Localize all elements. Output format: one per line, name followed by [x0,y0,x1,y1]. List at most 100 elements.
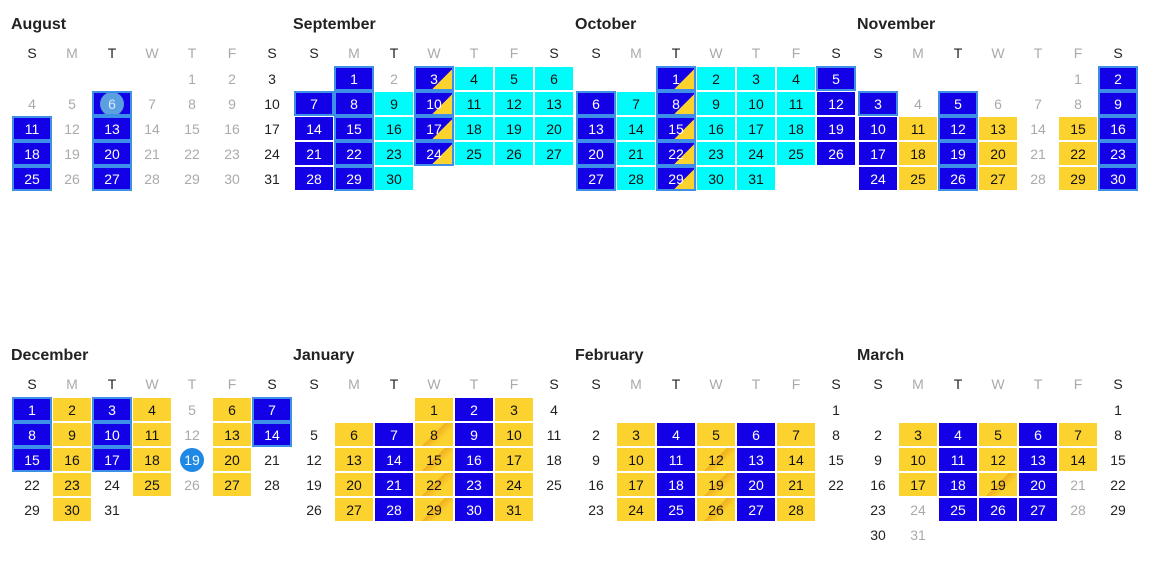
day-cell[interactable]: 16 [588,476,604,493]
day-cell[interactable]: 3 [736,66,776,91]
day-cell[interactable]: 5 [310,426,318,443]
day-cell[interactable]: 31 [264,170,280,187]
day-cell[interactable]: 19 [172,447,212,472]
day-cell[interactable]: 28 [144,170,160,187]
day-cell[interactable]: 9 [696,91,736,116]
day-cell[interactable]: 2 [592,426,600,443]
day-cell[interactable]: 8 [1114,426,1122,443]
day-cell[interactable]: 21 [374,472,414,497]
day-cell[interactable]: 30 [374,166,414,191]
day-cell[interactable]: 24 [910,501,926,518]
day-cell[interactable]: 16 [374,116,414,141]
day-cell[interactable]: 23 [52,472,92,497]
day-cell[interactable]: 28 [294,166,334,191]
day-cell[interactable]: 12 [978,447,1018,472]
day-cell[interactable]: 5 [938,91,978,116]
day-cell[interactable]: 25 [12,166,52,191]
day-cell[interactable]: 21 [144,145,160,162]
day-cell[interactable]: 12 [64,120,80,137]
day-cell[interactable]: 17 [92,447,132,472]
day-cell[interactable]: 27 [334,497,374,522]
day-cell[interactable]: 18 [132,447,172,472]
day-cell[interactable]: 13 [576,116,616,141]
day-cell[interactable]: 27 [576,166,616,191]
day-cell[interactable]: 20 [212,447,252,472]
day-cell[interactable]: 13 [534,91,574,116]
day-cell[interactable]: 20 [576,141,616,166]
day-cell[interactable]: 11 [656,447,696,472]
day-cell[interactable]: 29 [1058,166,1098,191]
day-cell[interactable]: 1 [188,70,196,87]
day-cell[interactable]: 11 [12,116,52,141]
day-cell[interactable]: 8 [414,422,454,447]
day-cell[interactable]: 8 [1074,95,1082,112]
day-cell[interactable]: 12 [494,91,534,116]
day-cell[interactable]: 31 [494,497,534,522]
day-cell[interactable]: 9 [592,451,600,468]
day-cell[interactable]: 6 [994,95,1002,112]
day-cell[interactable]: 28 [1030,170,1046,187]
day-cell[interactable]: 13 [334,447,374,472]
day-cell[interactable]: 15 [334,116,374,141]
day-cell[interactable]: 18 [938,472,978,497]
day-cell[interactable]: 25 [546,476,562,493]
day-cell[interactable]: 8 [12,422,52,447]
day-cell[interactable]: 17 [898,472,938,497]
day-cell[interactable]: 6 [92,91,132,116]
day-cell[interactable]: 29 [184,170,200,187]
day-cell[interactable]: 16 [696,116,736,141]
day-cell[interactable]: 25 [454,141,494,166]
day-cell[interactable]: 14 [144,120,160,137]
day-cell[interactable]: 31 [910,526,926,543]
day-cell[interactable]: 4 [938,422,978,447]
day-cell[interactable]: 23 [1098,141,1138,166]
day-cell[interactable]: 10 [264,95,280,112]
day-cell[interactable]: 27 [1018,497,1058,522]
day-cell[interactable]: 7 [148,95,156,112]
day-cell[interactable]: 14 [252,422,292,447]
day-cell[interactable]: 24 [616,497,656,522]
day-cell[interactable]: 15 [184,120,200,137]
day-cell[interactable]: 14 [616,116,656,141]
day-cell[interactable]: 28 [616,166,656,191]
day-cell[interactable]: 7 [1034,95,1042,112]
day-cell[interactable]: 13 [1018,447,1058,472]
day-cell[interactable]: 21 [1070,476,1086,493]
day-cell[interactable]: 10 [736,91,776,116]
day-cell[interactable]: 17 [264,120,280,137]
day-cell[interactable]: 18 [656,472,696,497]
day-cell[interactable]: 10 [616,447,656,472]
day-cell[interactable]: 12 [306,451,322,468]
day-cell[interactable]: 29 [656,166,696,191]
day-cell[interactable]: 20 [736,472,776,497]
day-cell[interactable]: 3 [268,70,276,87]
day-cell[interactable]: 13 [978,116,1018,141]
day-cell[interactable]: 4 [28,95,36,112]
day-cell[interactable]: 17 [736,116,776,141]
day-cell[interactable]: 9 [52,422,92,447]
day-cell[interactable]: 5 [696,422,736,447]
day-cell[interactable]: 10 [858,116,898,141]
day-cell[interactable]: 13 [212,422,252,447]
day-cell[interactable]: 15 [12,447,52,472]
day-cell[interactable]: 25 [132,472,172,497]
day-cell[interactable]: 4 [776,66,816,91]
day-cell[interactable]: 11 [546,426,562,443]
day-cell[interactable]: 7 [294,91,334,116]
day-cell[interactable]: 4 [550,401,558,418]
day-cell[interactable]: 20 [978,141,1018,166]
day-cell[interactable]: 19 [494,116,534,141]
day-cell[interactable]: 24 [858,166,898,191]
day-cell[interactable]: 24 [414,141,454,166]
day-cell[interactable]: 26 [306,501,322,518]
day-cell[interactable]: 1 [334,66,374,91]
day-cell[interactable]: 21 [776,472,816,497]
day-cell[interactable]: 28 [264,476,280,493]
day-cell[interactable]: 1 [832,401,840,418]
day-cell[interactable]: 31 [104,501,120,518]
day-cell[interactable]: 7 [252,397,292,422]
day-cell[interactable]: 9 [1098,91,1138,116]
day-cell[interactable]: 9 [874,451,882,468]
day-cell[interactable]: 18 [454,116,494,141]
day-cell[interactable]: 3 [858,91,898,116]
